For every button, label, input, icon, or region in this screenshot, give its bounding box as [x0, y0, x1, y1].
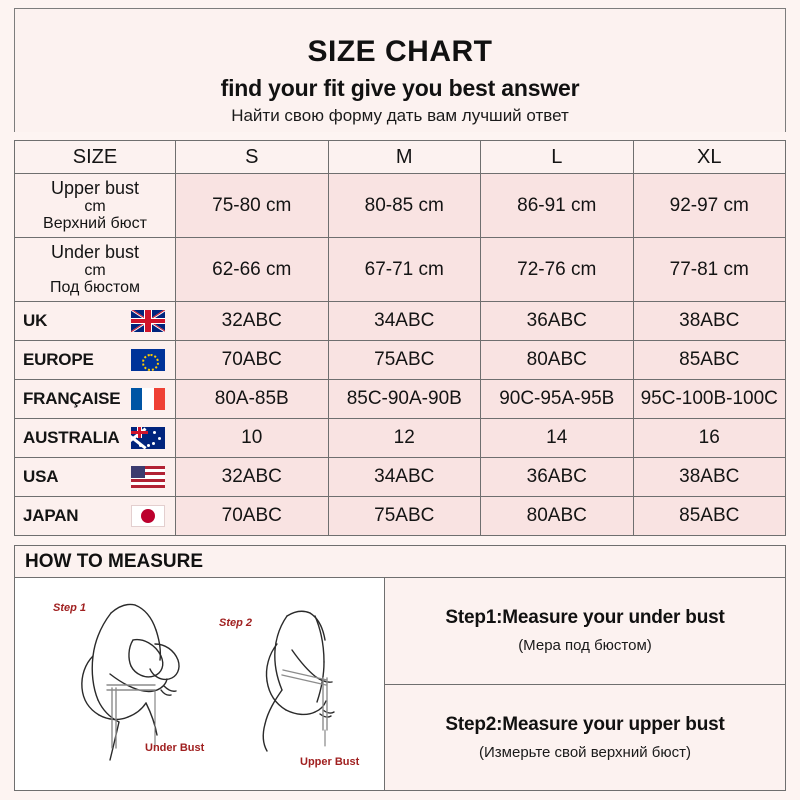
table-header-m: M	[327, 140, 481, 174]
table-row: Upper bust cm Верхний бюст 75-80 cm 80-8…	[14, 173, 786, 238]
row-label-under-bust: Under bust cm Под бюстом	[14, 237, 176, 302]
country-name: FRANÇAISE	[23, 389, 121, 408]
illustration-step2-tag: Step 2	[219, 617, 253, 629]
cell-francaise-xl: 95C-100B-100C	[632, 379, 786, 419]
cell-under-bust-l: 72-76 cm	[480, 237, 634, 302]
flag-australia-icon	[131, 427, 165, 449]
cell-usa-xl: 38ABC	[632, 457, 786, 497]
country-name: EUROPE	[23, 350, 94, 369]
table-header-row: SIZE S M L XL	[14, 140, 786, 174]
how-to-measure-title: HOW TO MEASURE	[15, 546, 785, 578]
cell-uk-xl: 38ABC	[632, 301, 786, 341]
cell-europe-m: 75ABC	[327, 340, 481, 380]
country-name: JAPAN	[23, 506, 79, 525]
table-row: JAPAN 70ABC 75ABC 80ABC 85ABC	[14, 496, 786, 536]
measure-steps: Step1:Measure your under bust (Мера под …	[385, 578, 785, 790]
table-header-s: S	[175, 140, 329, 174]
size-table: SIZE S M L XL Upper bust cm Верхний бюст…	[14, 140, 786, 536]
cell-japan-xl: 85ABC	[632, 496, 786, 536]
table-row: EUROPE 70ABC 75ABC 80ABC 85ABC	[14, 340, 786, 380]
step2-subtitle: (Измерьте свой верхний бюст)	[479, 743, 691, 761]
cell-uk-l: 36ABC	[480, 301, 634, 341]
row-label-francaise: FRANÇAISE	[14, 379, 176, 419]
country-name: USA	[23, 467, 59, 486]
cell-japan-s: 70ABC	[175, 496, 329, 536]
row-label-line3: Верхний бюст	[43, 215, 147, 233]
under-bust-label: Under Bust	[145, 742, 205, 754]
flag-eu-icon	[131, 349, 165, 371]
cell-upper-bust-m: 80-85 cm	[327, 173, 481, 238]
row-label-usa: USA	[14, 457, 176, 497]
cell-under-bust-s: 62-66 cm	[175, 237, 329, 302]
subtitle-english: find your fit give you best answer	[220, 75, 580, 101]
cell-upper-bust-s: 75-80 cm	[175, 173, 329, 238]
measurement-figures-svg	[81, 603, 335, 761]
cell-upper-bust-xl: 92-97 cm	[632, 173, 786, 238]
cell-usa-m: 34ABC	[327, 457, 481, 497]
row-label-australia: AUSTRALIA	[14, 418, 176, 458]
page-title: SIZE CHART	[307, 35, 493, 68]
cell-francaise-s: 80A-85B	[175, 379, 329, 419]
subtitle-russian: Найти свою форму дать вам лучший ответ	[231, 106, 569, 125]
how-to-measure-body: Step 1 Step 2 Under Bust Upper Bust Step…	[15, 578, 785, 790]
cell-francaise-m: 85C-90A-90B	[327, 379, 481, 419]
measurement-illustration: Step 1 Step 2 Under Bust Upper Bust	[15, 578, 385, 790]
step2-title: Step2:Measure your upper bust	[445, 713, 725, 735]
cell-australia-xl: 16	[632, 418, 786, 458]
cell-australia-l: 14	[480, 418, 634, 458]
cell-under-bust-m: 67-71 cm	[327, 237, 481, 302]
cell-uk-m: 34ABC	[327, 301, 481, 341]
row-label-line3: Под бюстом	[49, 279, 141, 297]
step2-block: Step2:Measure your upper bust (Измерьте …	[385, 685, 785, 791]
table-header-xl: XL	[632, 140, 786, 174]
cell-usa-l: 36ABC	[480, 457, 634, 497]
cell-under-bust-xl: 77-81 cm	[632, 237, 786, 302]
upper-bust-label: Upper Bust	[300, 756, 360, 768]
flag-japan-icon	[131, 505, 165, 527]
row-label-line2: cm	[84, 197, 106, 215]
table-row: UK 32ABC 34ABC 36ABC 38ABC	[14, 301, 786, 341]
cell-europe-s: 70ABC	[175, 340, 329, 380]
how-to-measure-section: HOW TO MEASURE	[14, 545, 786, 791]
row-label-line1: Under bust	[50, 241, 140, 262]
cell-europe-l: 80ABC	[480, 340, 634, 380]
illustration-step1-tag: Step 1	[53, 602, 87, 614]
cell-francaise-l: 90C-95A-95B	[480, 379, 634, 419]
flag-france-icon	[131, 388, 165, 410]
chart-header: SIZE CHART find your fit give you best a…	[14, 8, 786, 132]
row-label-europe: EUROPE	[14, 340, 176, 380]
step1-block: Step1:Measure your under bust (Мера под …	[385, 578, 785, 685]
step1-title: Step1:Measure your under bust	[445, 607, 725, 629]
cell-upper-bust-l: 86-91 cm	[480, 173, 634, 238]
table-row: Under bust cm Под бюстом 62-66 cm 67-71 …	[14, 237, 786, 302]
cell-australia-m: 12	[327, 418, 481, 458]
row-label-uk: UK	[14, 301, 176, 341]
cell-europe-xl: 85ABC	[632, 340, 786, 380]
flag-uk-icon	[131, 310, 165, 332]
cell-australia-s: 10	[175, 418, 329, 458]
country-name: UK	[23, 311, 48, 330]
cell-japan-m: 75ABC	[327, 496, 481, 536]
country-name: AUSTRALIA	[23, 428, 120, 447]
row-label-upper-bust: Upper bust cm Верхний бюст	[14, 173, 176, 238]
table-header-l: L	[480, 140, 634, 174]
table-header-size: SIZE	[14, 140, 176, 174]
step1-subtitle: (Мера под бюстом)	[518, 637, 652, 655]
table-row: FRANÇAISE 80A-85B 85C-90A-90B 90C-95A-95…	[14, 379, 786, 419]
cell-usa-s: 32ABC	[175, 457, 329, 497]
cell-japan-l: 80ABC	[480, 496, 634, 536]
row-label-line2: cm	[84, 261, 106, 279]
table-row: AUSTRALIA 10 12 14 16	[14, 418, 786, 458]
row-label-line1: Upper bust	[50, 177, 140, 198]
flag-usa-icon	[131, 466, 165, 488]
table-row: USA 32ABC 34ABC 36ABC 38ABC	[14, 457, 786, 497]
row-label-japan: JAPAN	[14, 496, 176, 536]
cell-uk-s: 32ABC	[175, 301, 329, 341]
